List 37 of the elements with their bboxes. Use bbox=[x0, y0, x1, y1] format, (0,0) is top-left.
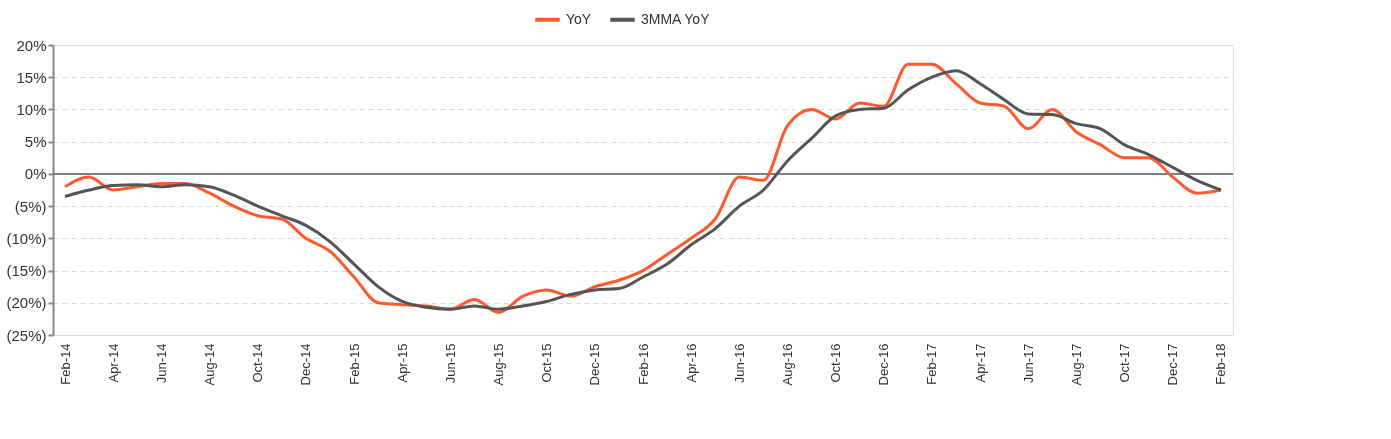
legend-label: 3MMA YoY bbox=[641, 10, 711, 27]
y-tick-label: (20%) bbox=[6, 294, 47, 312]
x-tick-label: Feb-15 bbox=[346, 343, 362, 385]
x-tick-label: Aug-16 bbox=[779, 343, 795, 386]
x-tick-label: Feb-18 bbox=[1213, 343, 1229, 385]
x-tick-label: Feb-16 bbox=[635, 343, 651, 385]
y-tick-label: 15% bbox=[16, 68, 47, 86]
x-tick-label: Oct-15 bbox=[539, 343, 555, 383]
x-tick-label: Apr-16 bbox=[683, 343, 699, 383]
x-tick-label: Aug-17 bbox=[1068, 343, 1084, 386]
y-tick-label: 20% bbox=[16, 36, 47, 54]
x-tick-label: Dec-17 bbox=[1165, 343, 1181, 386]
x-tick-label: Feb-14 bbox=[57, 343, 73, 385]
x-tick-label: Apr-14 bbox=[105, 343, 121, 383]
x-tick-label: Oct-14 bbox=[250, 343, 266, 383]
x-tick-label: Apr-15 bbox=[394, 343, 410, 383]
x-tick-label: Jun-17 bbox=[1020, 343, 1036, 384]
x-tick-label: Dec-15 bbox=[587, 343, 603, 386]
legend-label: YoY bbox=[566, 10, 592, 27]
y-tick-label: (5%) bbox=[14, 197, 47, 215]
x-tick-label: Oct-17 bbox=[1117, 343, 1133, 383]
x-tick-label: Aug-14 bbox=[202, 343, 218, 386]
x-tick-label: Jun-15 bbox=[442, 343, 458, 384]
x-tick-label: Apr-17 bbox=[972, 343, 988, 383]
x-tick-label: Aug-15 bbox=[491, 343, 507, 386]
y-tick-label: 5% bbox=[24, 133, 47, 151]
y-tick-label: (25%) bbox=[6, 326, 47, 344]
x-tick-label: Jun-16 bbox=[731, 343, 747, 384]
x-tick-label: Oct-16 bbox=[828, 343, 844, 383]
x-tick-label: Jun-14 bbox=[153, 343, 169, 384]
y-tick-label: (15%) bbox=[6, 262, 47, 280]
x-tick-label: Dec-16 bbox=[876, 343, 892, 386]
y-tick-label: 10% bbox=[16, 100, 47, 118]
x-tick-label: Feb-17 bbox=[924, 343, 940, 385]
x-tick-label: Dec-14 bbox=[298, 343, 314, 386]
y-tick-label: 0% bbox=[24, 165, 47, 183]
y-tick-label: (10%) bbox=[6, 229, 47, 247]
